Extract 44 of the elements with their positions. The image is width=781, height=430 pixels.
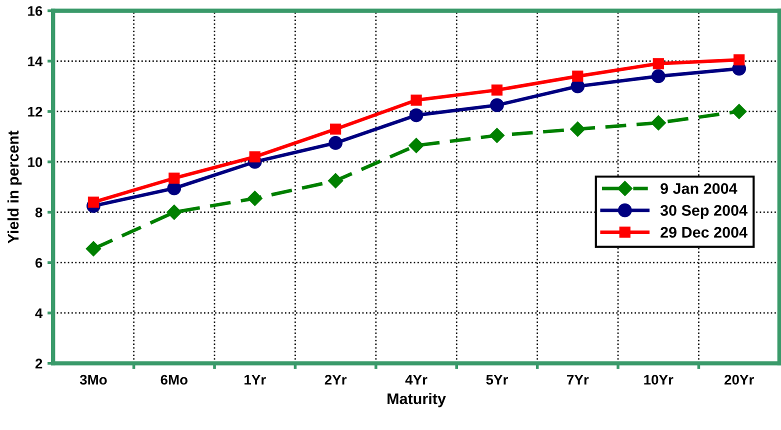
x-axis-title: Maturity [388,392,446,408]
point [570,122,586,137]
point [328,173,344,188]
legend-label: 29 Dec 2004 [660,226,748,238]
x-tick-label: 2Yr [324,374,347,385]
point [86,241,102,256]
x-tick-label: 1Yr [244,374,266,385]
x-tick-label: 3Mo [80,374,107,385]
legend-label: 30 Sep 2004 [660,205,748,219]
point [409,108,424,122]
point [572,70,584,82]
point [88,196,100,208]
y-tick-label: 10 [28,157,42,168]
point [651,69,666,84]
point [489,128,505,143]
y-tick-label: 6 [35,258,42,268]
point [490,98,504,112]
y-tick-label: 12 [28,106,42,117]
point [650,115,666,130]
point [652,58,664,70]
y-tick-label: 2 [35,358,42,368]
point [249,151,260,162]
x-tick-label: 6Mo [160,374,188,385]
point [734,54,745,66]
legend-label: 9 Jan 2004 [660,183,738,194]
point [328,136,343,150]
point [166,204,182,220]
y-tick-label: 4 [35,308,43,318]
point [491,84,503,96]
x-tick-label: 10Yr [644,374,674,385]
point [732,104,747,120]
x-tick-label: 4Yr [405,374,428,385]
y-tick-label: 8 [35,208,42,218]
y-tick-label: 16 [28,6,42,16]
point [168,172,180,184]
point [410,94,422,106]
point [247,190,262,206]
x-tick-label: 20Yr [724,374,754,385]
x-tick-label: 5Yr [486,374,508,385]
y-tick-label: 14 [28,56,43,66]
y-axis-title: Yield in percent [7,130,22,244]
x-tick-label: 7Yr [567,374,589,385]
point [408,138,424,154]
point [330,124,342,135]
